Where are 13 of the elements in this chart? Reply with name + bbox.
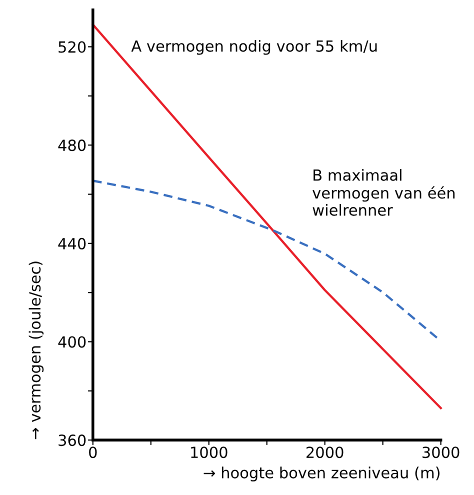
- x-tick-label: 2000: [306, 446, 344, 458]
- x-tick-label: 3000: [422, 446, 460, 458]
- y-tick-label: 480: [58, 140, 86, 152]
- y-tick-label: 520: [58, 41, 86, 53]
- y-tick-label: 360: [58, 434, 86, 446]
- y-axis-title: → vermogen (joule/sec): [28, 262, 44, 440]
- x-tick-label: 0: [89, 446, 97, 458]
- y-tick-label: 400: [58, 336, 86, 348]
- y-tick-label: 440: [58, 238, 86, 250]
- series-label: A vermogen nodig voor 55 km/u: [131, 40, 377, 55]
- series-label: B maximaal vermogen van één wielrenner: [312, 169, 455, 216]
- x-axis-title: → hoogte boven zeeniveau (m): [204, 466, 440, 482]
- x-tick-label: 1000: [191, 446, 228, 458]
